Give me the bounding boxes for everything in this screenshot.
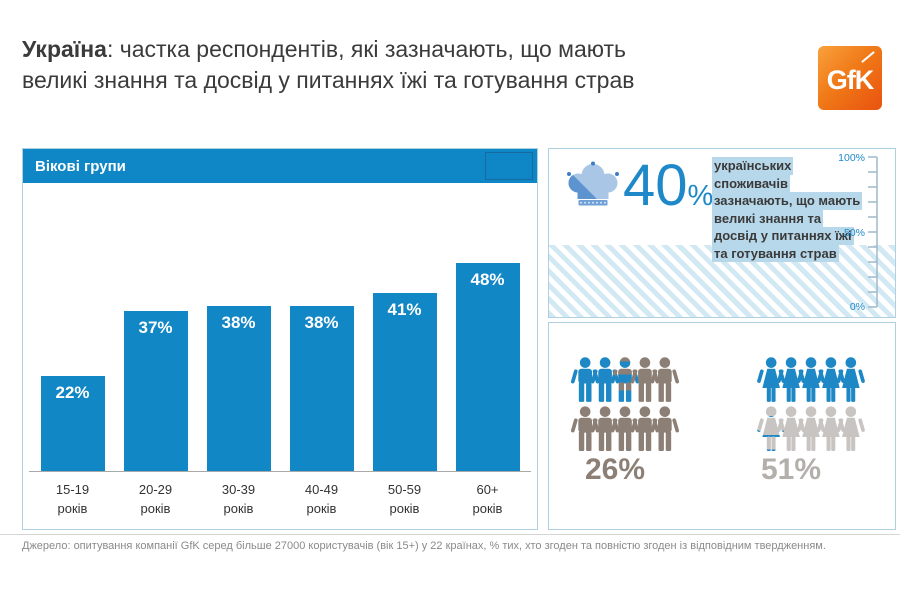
person-icon: [650, 357, 679, 402]
title-line1: : частка респондентів, які зазначають, щ…: [106, 36, 627, 62]
bar-value-label: 48%: [470, 270, 505, 289]
kpi-description-line: та готування страв: [712, 244, 839, 262]
bar: 22%: [40, 376, 105, 471]
page-title: Україна: частка респондентів, які зазнач…: [22, 34, 802, 96]
bar-value-label: 38%: [304, 313, 339, 332]
kpi-description-line: зазначають, що мають: [712, 192, 863, 210]
x-axis-category: 40-49 років: [304, 482, 339, 516]
kpi-description-line: великі знання та: [712, 209, 824, 227]
x-axis-line: [29, 471, 531, 472]
women-pictograph: [757, 357, 865, 451]
women-percentage: 51%: [761, 453, 822, 486]
bar-slot: 41%: [363, 293, 446, 471]
bar-chart: 22% 37% 38% 38% 41% 48%: [31, 183, 529, 471]
bar: 38%: [206, 306, 271, 471]
title-country: Україна: [22, 36, 107, 62]
bar-value-label: 37%: [138, 318, 173, 337]
person-icon: [757, 357, 786, 402]
gender-panel: 26% 51%: [548, 322, 896, 530]
men-percentage: 26%: [585, 453, 646, 486]
person-icon: [571, 357, 600, 402]
x-axis-labels: 15-19 років 20-29 років 30-39 років 40-49 років…: [31, 480, 529, 518]
kpi-percent-sign: %: [687, 180, 714, 212]
x-axis-category: 60+ років: [472, 482, 503, 516]
person-icon: [757, 406, 786, 451]
x-axis-category: 30-39 років: [221, 482, 256, 516]
person-icon: [796, 357, 826, 402]
kpi-description-line: українських: [712, 157, 794, 175]
person-icon: [836, 406, 865, 451]
age-chart-header: Вікові групи: [23, 149, 537, 183]
gfk-logo-text: GfK: [826, 64, 874, 95]
source-note: Джерело: опитування компанії GfK серед б…: [22, 540, 826, 552]
bar: 37%: [123, 311, 188, 471]
person-icon: [630, 406, 660, 451]
x-axis-category: 20-29 років: [138, 482, 173, 516]
age-chart-panel: Вікові групи 22% 37% 38% 38% 41% 48% 15-19 рок…: [22, 148, 538, 530]
person-icon: [816, 406, 845, 451]
x-axis-category: 50-59 років: [387, 482, 422, 516]
gfk-logo: GfK: [818, 46, 882, 110]
x-axis-category: 15-19 років: [55, 482, 90, 516]
chef-hat-icon: [567, 161, 619, 206]
bar: 41%: [372, 293, 437, 471]
person-icon: [777, 406, 806, 451]
person-icon: [590, 406, 620, 451]
bar: 48%: [455, 263, 520, 471]
person-icon: [571, 406, 600, 451]
bar-slot: 38%: [280, 306, 363, 471]
kpi-description: українських споживачів зазначають, що мают…: [712, 157, 872, 262]
kpi-description-line: споживачів: [712, 174, 790, 192]
bar-slot: 38%: [197, 306, 280, 471]
footer: Джерело: опитування компанії GfK серед б…: [0, 534, 900, 552]
person-icon: [650, 406, 679, 451]
bar-value-label: 38%: [221, 313, 256, 332]
person-icon: [610, 357, 640, 402]
person-icon: [816, 357, 845, 402]
bar-slot: 22%: [31, 376, 114, 471]
person-icon: [777, 357, 806, 402]
ukraine-flag-icon: [485, 152, 533, 180]
person-icon: [590, 357, 620, 402]
bar-value-label: 41%: [387, 300, 422, 319]
title-line2: великі знання та досвід у питаннях їжі т…: [22, 67, 635, 93]
person-icon: [610, 406, 640, 451]
bar: 38%: [289, 306, 354, 471]
kpi-panel: 40% українських споживачів зазначають, що …: [548, 148, 896, 318]
person-icon: [836, 357, 865, 402]
men-pictograph: [571, 357, 679, 451]
kpi-value: 40%: [623, 153, 714, 218]
person-icon: [630, 357, 660, 402]
logo-accent-slash: [861, 51, 875, 63]
bar-value-label: 22%: [55, 383, 90, 402]
age-chart-title: Вікові групи: [35, 157, 126, 175]
kpi-description-line: досвід у питаннях їжі: [712, 227, 854, 245]
bar-slot: 48%: [446, 263, 529, 471]
bar-slot: 37%: [114, 311, 197, 471]
person-icon: [796, 406, 826, 451]
